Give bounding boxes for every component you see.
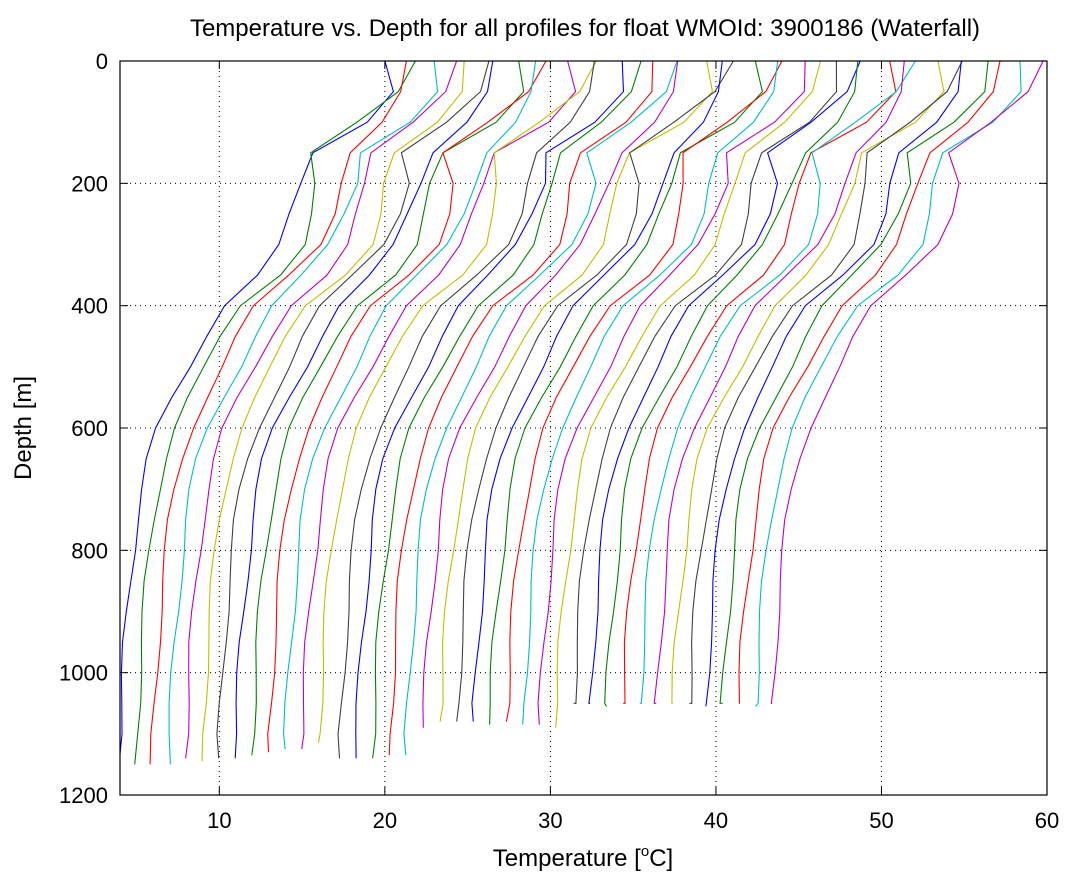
- profile-line: [168, 61, 439, 765]
- profile-line: [623, 61, 897, 704]
- chart-title: Temperature vs. Depth for all profiles f…: [190, 15, 980, 42]
- y-tick-label: 200: [71, 171, 108, 196]
- y-tick-label: 0: [96, 49, 108, 74]
- profile-line: [185, 61, 458, 759]
- profile-line: [573, 61, 838, 704]
- profile-line: [522, 61, 779, 725]
- profile-line: [439, 61, 713, 722]
- profile-line: [671, 61, 945, 704]
- x-tick-label: 50: [869, 808, 893, 833]
- profile-line: [489, 61, 764, 725]
- profile-line: [283, 61, 537, 750]
- profile-line: [456, 61, 734, 722]
- profile-line: [770, 61, 1044, 704]
- y-tick-label: 400: [71, 294, 108, 319]
- x-axis-label-suffix: C]: [649, 845, 673, 872]
- profile-line: [134, 61, 416, 765]
- profile-line: [705, 61, 962, 707]
- profile-line: [738, 61, 1001, 704]
- profile-line: [422, 61, 679, 728]
- y-tick-label: 1000: [59, 661, 108, 686]
- y-tick-label: 600: [71, 416, 108, 441]
- profile-line: [372, 61, 642, 759]
- profile-line: [201, 61, 465, 762]
- y-tick-label: 800: [71, 538, 108, 563]
- profile-line: [337, 61, 595, 759]
- profile-line: [267, 61, 547, 753]
- profile-line: [216, 61, 490, 759]
- profile-line: [355, 61, 625, 759]
- x-axis-label-superscript: o: [641, 843, 649, 860]
- profile-line: [317, 61, 597, 744]
- y-axis-label: Depth [m]: [10, 376, 37, 480]
- profile-line: [604, 61, 859, 707]
- profile-line: [403, 61, 678, 756]
- x-tick-label: 10: [207, 808, 231, 833]
- profile-line: [555, 61, 822, 728]
- profile-line: [120, 61, 395, 760]
- profile-line: [471, 61, 723, 722]
- x-tick-label: 40: [704, 808, 728, 833]
- profile-lines: [120, 61, 1044, 765]
- profile-line: [755, 61, 1022, 707]
- profile-line: [149, 61, 407, 765]
- profile-line: [689, 61, 963, 704]
- profile-line: [653, 61, 905, 704]
- y-tick-label: 1200: [59, 783, 108, 808]
- profile-line: [234, 61, 494, 759]
- profile-line: [251, 61, 525, 756]
- profile-line: [719, 61, 989, 704]
- profile-line: [537, 61, 806, 725]
- x-axis-label-prefix: Temperature [: [493, 845, 641, 872]
- profile-line: [301, 61, 577, 750]
- x-tick-label: 20: [373, 808, 397, 833]
- profile-line: [388, 61, 654, 756]
- profile-line: [588, 61, 861, 704]
- profile-line: [639, 61, 916, 704]
- x-tick-label: 60: [1035, 808, 1059, 833]
- x-axis-label: Temperature [oC]: [493, 843, 673, 872]
- profile-line: [505, 61, 783, 722]
- x-tick-label: 30: [538, 808, 562, 833]
